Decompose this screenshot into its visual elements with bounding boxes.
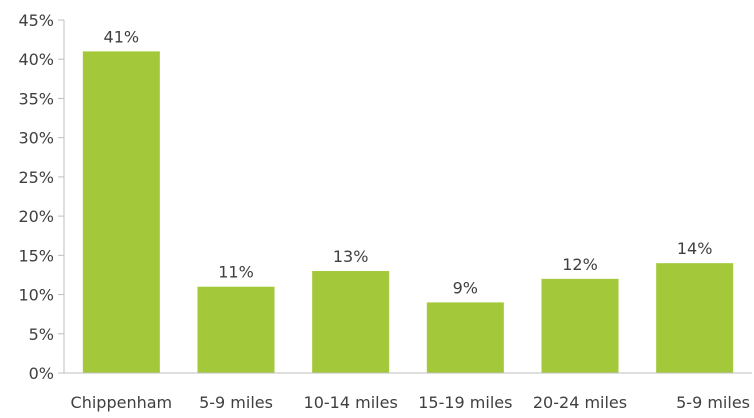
x-tick-label: 20-24 miles <box>533 393 627 412</box>
x-tick-label: 5-9 miles <box>676 393 750 412</box>
data-label: 13% <box>333 247 369 266</box>
y-tick-label: 30% <box>18 129 54 148</box>
y-tick-label: 20% <box>18 207 54 226</box>
bars <box>82 51 734 373</box>
y-tick-label: 15% <box>18 246 54 265</box>
y-tick-label: 5% <box>29 325 54 344</box>
data-label: 41% <box>104 27 140 46</box>
x-axis: Chippenham 5-9 miles 10-14 miles 15-19 mile… <box>64 372 752 412</box>
y-tick-label: 0% <box>29 364 54 383</box>
y-tick-label: 40% <box>18 50 54 69</box>
bar <box>82 51 160 373</box>
data-label: 9% <box>453 278 478 297</box>
x-tick-label: 10-14 miles <box>304 393 398 412</box>
x-tick-label: 5-9 miles <box>199 393 273 412</box>
data-label: 14% <box>677 239 713 258</box>
bar <box>656 263 734 373</box>
y-tick-label: 10% <box>18 286 54 305</box>
y-tick-label: 45% <box>18 11 54 30</box>
bar <box>197 286 275 373</box>
y-tick-label: 35% <box>18 89 54 108</box>
y-tick-label: 25% <box>18 168 54 187</box>
bar <box>541 278 619 373</box>
y-axis: 0% 5% 10% 15% 20% 25% 30% 35% 40% 45% <box>18 11 65 383</box>
x-tick-label: 15-19 miles <box>418 393 512 412</box>
data-label: 12% <box>562 255 598 274</box>
data-labels: 41% 11% 13% 9% 12% 14% <box>104 27 713 297</box>
x-tick-label: Chippenham <box>71 393 173 412</box>
data-label: 11% <box>218 263 254 282</box>
bar <box>426 302 504 373</box>
bar <box>312 271 390 373</box>
